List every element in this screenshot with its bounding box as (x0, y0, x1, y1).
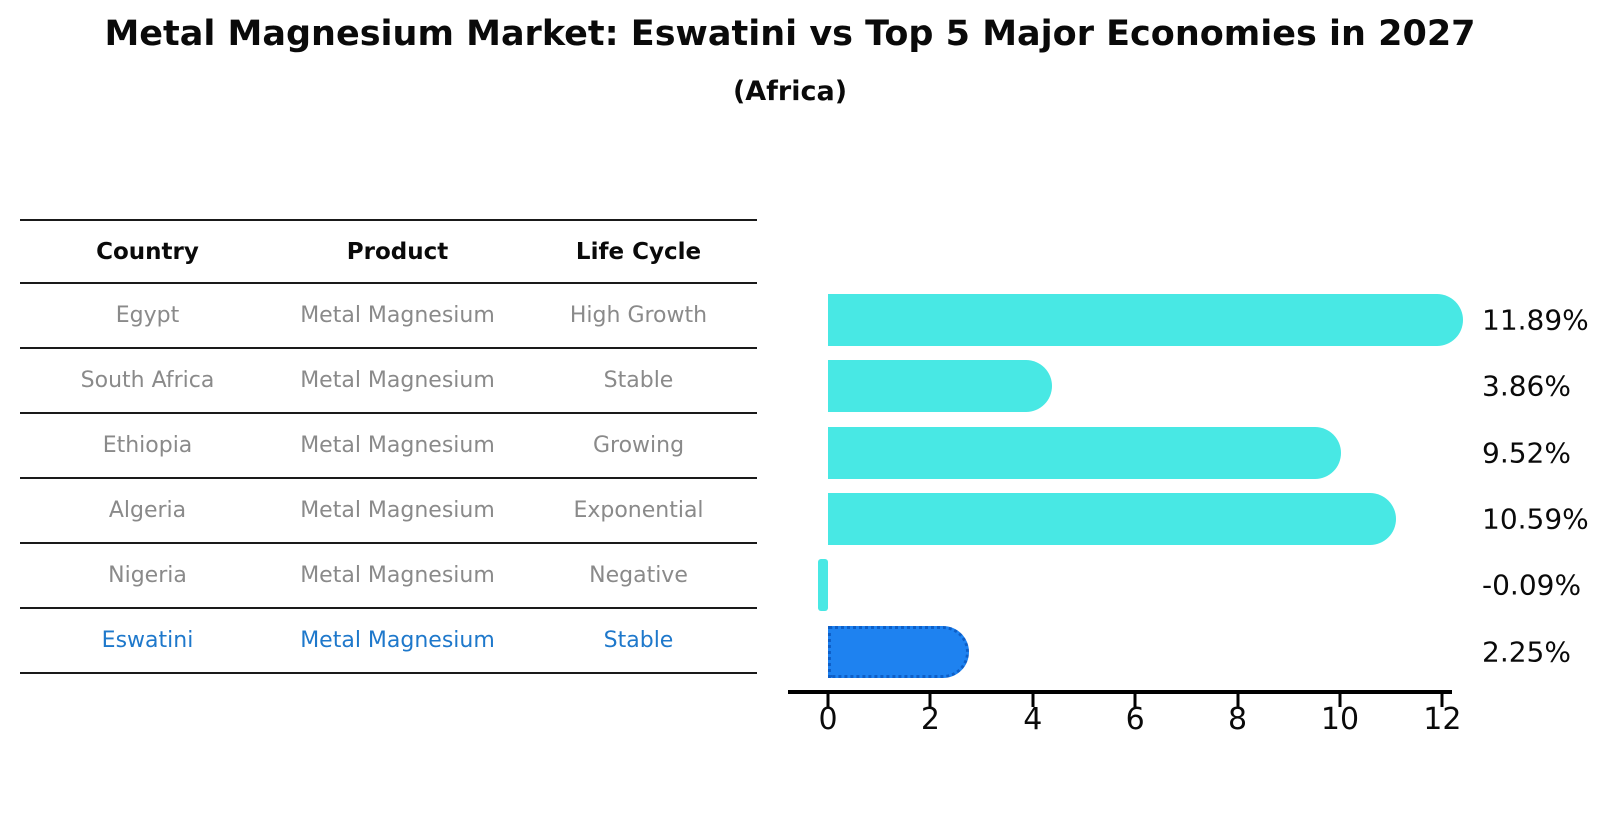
cell-life-cycle: Stable (603, 628, 674, 653)
bar-highlight-eswatini (828, 625, 970, 678)
cell-life-cycle: High Growth (569, 303, 708, 328)
cell-product: Metal Magnesium (300, 303, 495, 328)
cell-country: Egypt (115, 303, 180, 328)
x-axis-tick-label: 12 (1423, 702, 1462, 737)
x-axis-tickmark (1236, 694, 1240, 707)
cell-country: Ethiopia (102, 433, 193, 458)
x-axis-line (788, 690, 1452, 694)
x-axis-tick-label: 8 (1228, 702, 1248, 737)
bar-south-africa (828, 360, 1052, 413)
x-axis-tickmark (826, 694, 830, 707)
cell-life-cycle: Growing (592, 433, 685, 458)
cell-product: Metal Magnesium (300, 433, 495, 458)
cell-life-cycle: Negative (589, 563, 688, 588)
x-axis-tick-label: 0 (818, 702, 838, 737)
table-row: Ethiopia Metal Magnesium Growing (20, 413, 757, 478)
chart-subtitle: (Africa) (732, 76, 848, 107)
cell-product: Metal Magnesium (300, 563, 495, 588)
table-row-divider (20, 347, 757, 349)
table-row: Nigeria Metal Magnesium Negative (20, 543, 757, 608)
cell-country: Algeria (108, 498, 187, 523)
bar-value-label: 3.86% (1482, 369, 1571, 403)
table-header-row: Country Product Life Cycle (20, 221, 757, 282)
cell-country: Nigeria (108, 563, 187, 588)
cell-product: Metal Magnesium (300, 498, 495, 523)
table-row: Algeria Metal Magnesium Exponential (20, 478, 757, 543)
x-axis-tickmark (1133, 694, 1137, 707)
table-border-top (20, 219, 757, 221)
table-row-divider (20, 542, 757, 544)
bar-egypt (828, 294, 1463, 346)
column-header-product: Product (346, 238, 449, 265)
bar-value-label: -0.09% (1482, 568, 1582, 602)
table-border-bottom (20, 672, 757, 674)
cell-life-cycle: Exponential (573, 498, 704, 523)
cell-country: South Africa (80, 368, 215, 393)
column-header-life-cycle: Life Cycle (575, 238, 702, 265)
x-axis-tick-label: 2 (920, 702, 940, 737)
chart-title: Metal Magnesium Market: Eswatini vs Top … (104, 14, 1476, 54)
x-axis-tick-label: 6 (1125, 702, 1145, 737)
cell-country: Eswatini (101, 628, 194, 653)
x-axis-tickmark (928, 694, 932, 707)
x-axis-tick-label: 4 (1023, 702, 1043, 737)
table-row: Egypt Metal Magnesium High Growth (20, 283, 757, 348)
table-row-divider (20, 607, 757, 609)
x-axis-tickmark (1440, 694, 1444, 707)
bar-value-label: 11.89% (1482, 303, 1589, 337)
bar-value-label: 10.59% (1482, 502, 1589, 536)
x-axis-tickmark (1031, 694, 1035, 707)
cell-life-cycle: Stable (603, 368, 674, 393)
bar-algeria (828, 492, 1397, 545)
cell-product: Metal Magnesium (300, 628, 495, 653)
x-axis-tick-label: 10 (1320, 702, 1360, 737)
bar-ethiopia (828, 426, 1342, 479)
table-row-divider (20, 477, 757, 479)
table-row: South Africa Metal Magnesium Stable (20, 348, 757, 413)
column-header-country: Country (96, 238, 199, 265)
table-row-divider (20, 412, 757, 414)
x-axis-tickmark (1338, 694, 1342, 707)
bar-value-label: 9.52% (1482, 436, 1571, 470)
bar-nigeria (818, 559, 828, 612)
cell-product: Metal Magnesium (300, 368, 495, 393)
bar-value-label: 2.25% (1482, 635, 1571, 668)
table-header-divider (20, 282, 757, 284)
table-row-highlight-eswatini: Eswatini Metal Magnesium Stable (20, 608, 757, 673)
